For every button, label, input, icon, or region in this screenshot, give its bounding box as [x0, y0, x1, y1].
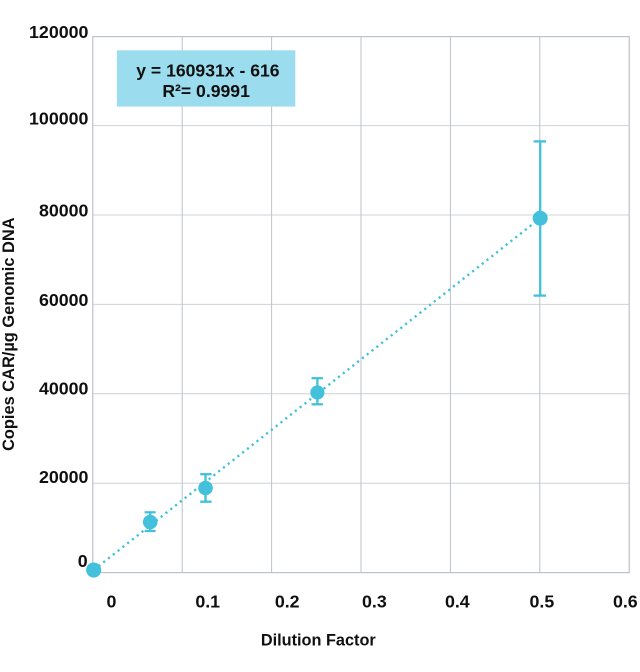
svg-text:Copies CAR/µg Genomic DNA: Copies CAR/µg Genomic DNA	[0, 217, 18, 451]
svg-text:y = 160931x - 616: y = 160931x - 616	[136, 60, 280, 80]
svg-text:0.3: 0.3	[362, 592, 387, 612]
svg-text:R²= 0.9991: R²= 0.9991	[162, 81, 250, 101]
svg-text:Dilution Factor: Dilution Factor	[261, 631, 377, 649]
svg-text:100000: 100000	[29, 108, 88, 128]
svg-text:120000: 120000	[29, 22, 88, 42]
svg-text:0.2: 0.2	[275, 592, 300, 612]
svg-text:0.6: 0.6	[613, 592, 638, 612]
svg-text:0: 0	[107, 592, 117, 612]
svg-text:0.1: 0.1	[195, 592, 220, 612]
svg-text:0.4: 0.4	[445, 592, 470, 612]
svg-text:0: 0	[78, 551, 88, 571]
svg-text:80000: 80000	[39, 200, 89, 220]
svg-text:20000: 20000	[39, 467, 89, 487]
svg-text:40000: 40000	[39, 378, 89, 398]
svg-text:60000: 60000	[39, 290, 89, 310]
svg-text:0.5: 0.5	[530, 592, 555, 612]
